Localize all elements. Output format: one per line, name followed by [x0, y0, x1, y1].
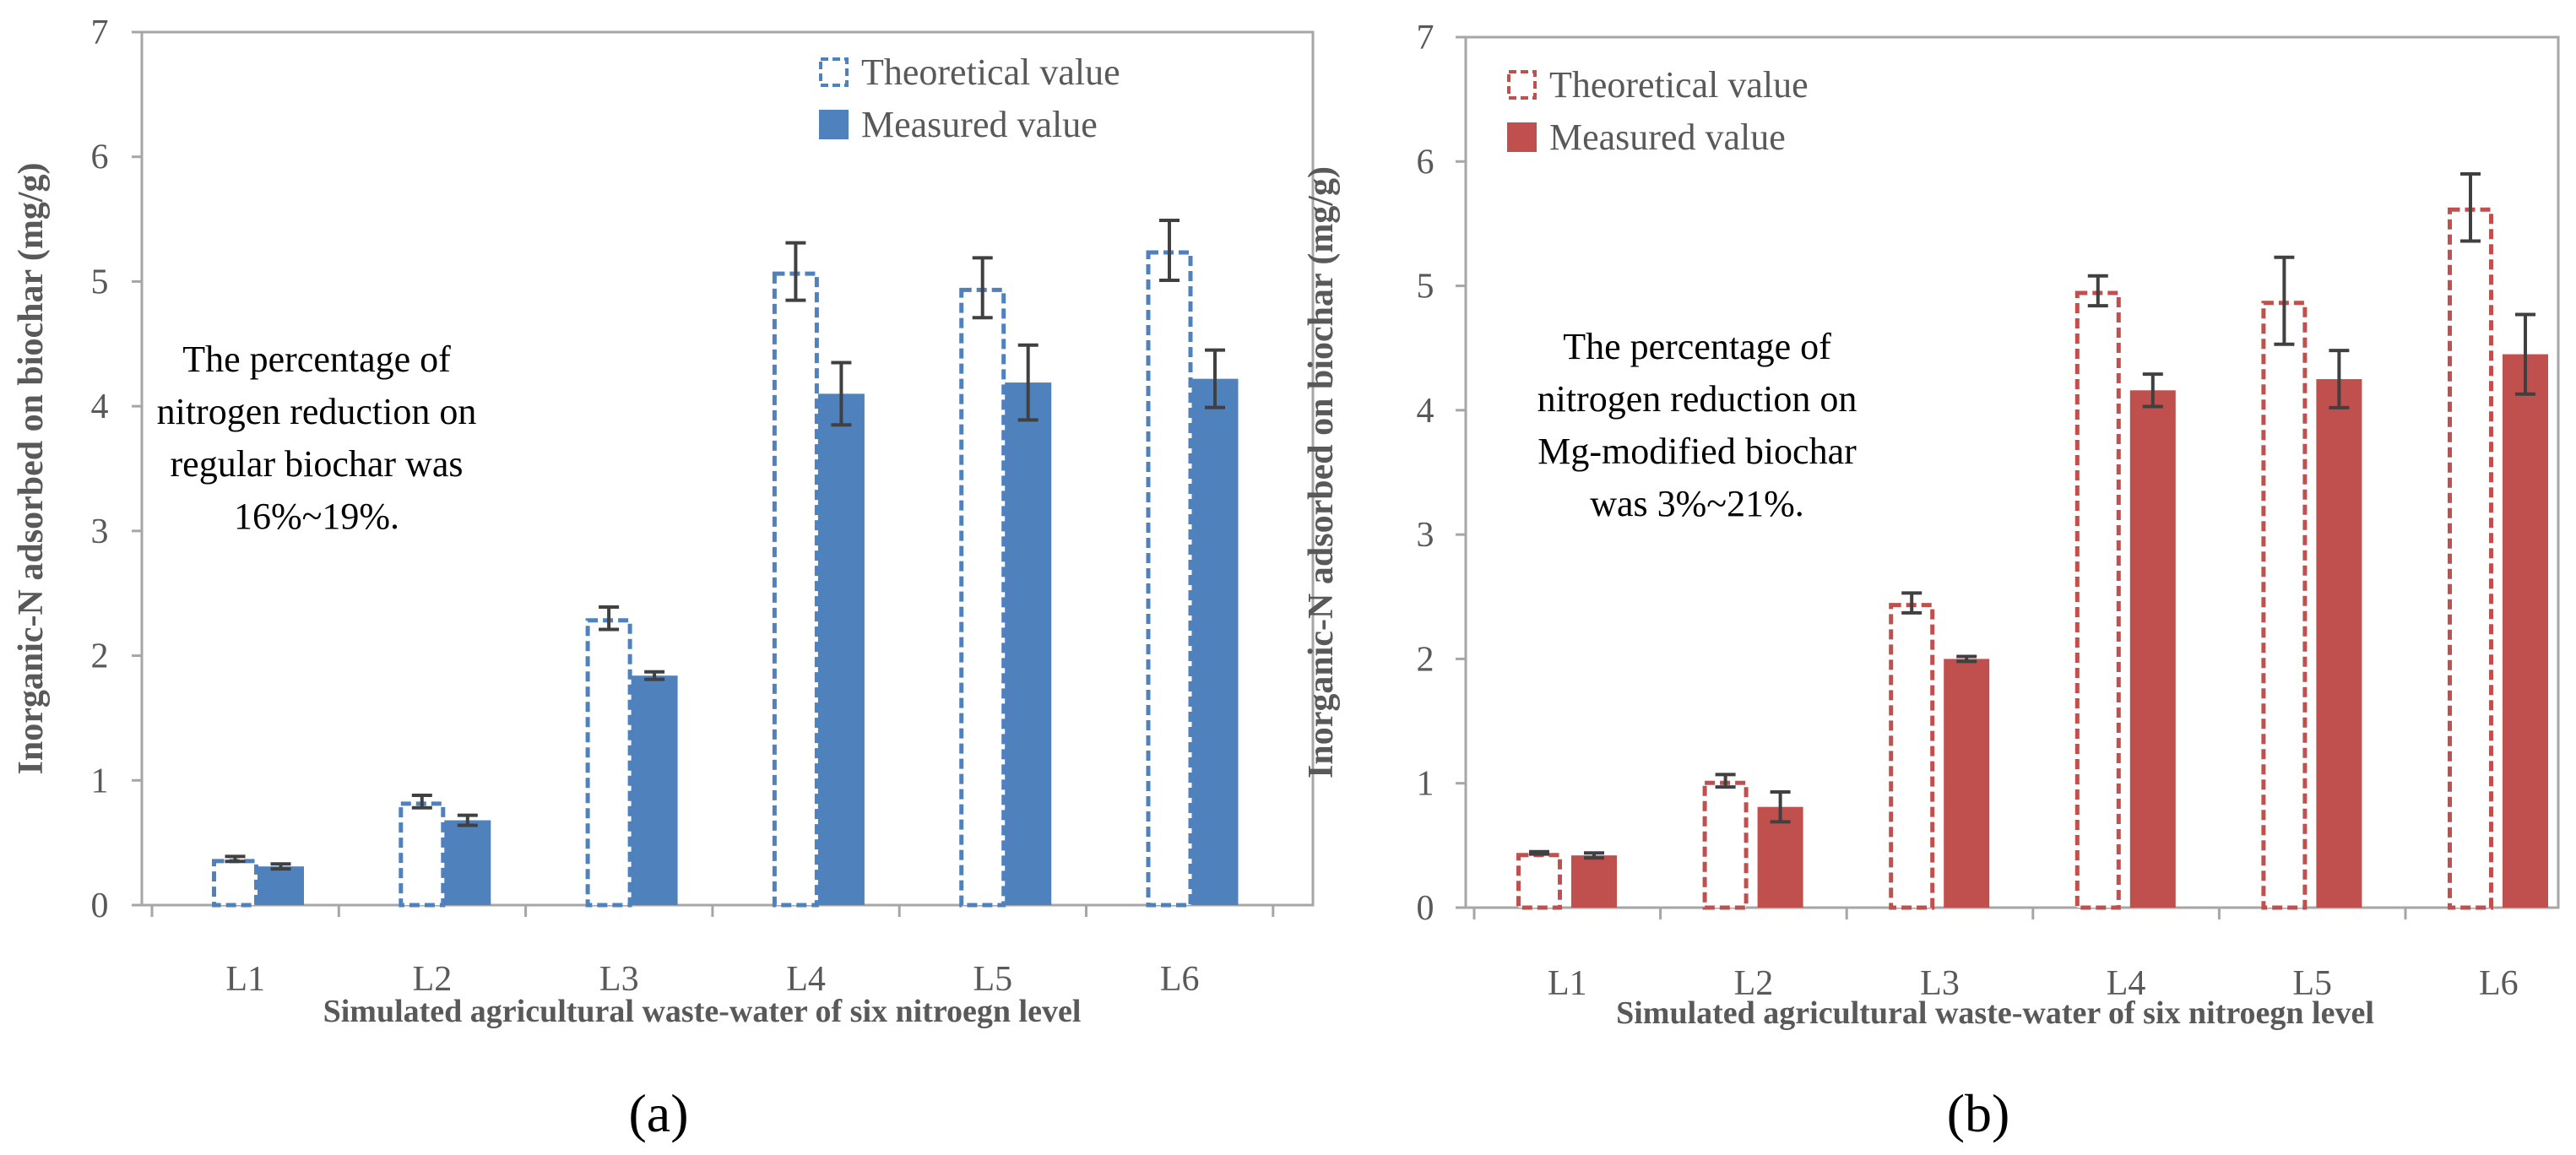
- x-tick-label: L5: [2292, 964, 2332, 1003]
- bar-theoretical-L4: [772, 271, 819, 908]
- chart-panel-a: 0 1 2 3 4 5 6 7 L1 L2 L3 L4 L5 L6 Theoretical value Mea…: [12, 14, 1315, 1143]
- x-tick-label: L3: [1920, 964, 1960, 1003]
- y-axis-title: Inorganic-N adsorbed on biochar (mg/g): [1302, 166, 1341, 778]
- y-tick-label: 4: [91, 388, 109, 426]
- annotation-line: The percentage of: [1563, 326, 1831, 367]
- legend-swatch-theoretical: [819, 57, 849, 87]
- bar-measured-L6: [1191, 378, 1239, 905]
- y-tick-label: 7: [91, 14, 109, 52]
- legend-label: Measured value: [861, 104, 1098, 145]
- bar-theoretical-L3: [585, 618, 632, 908]
- y-tick-label: 1: [1417, 765, 1434, 804]
- legend-swatch-theoretical: [1507, 70, 1537, 100]
- bar-measured-L6: [2503, 354, 2548, 908]
- x-tick-label: L6: [2479, 964, 2519, 1003]
- y-tick-label: 6: [91, 138, 109, 177]
- x-tick-label: L1: [225, 960, 265, 999]
- bar-measured-L5: [2316, 379, 2362, 908]
- x-tick-label: L5: [973, 960, 1013, 999]
- chart-panel-b: 0 1 2 3 4 5 6 7 L1 L2 L3 L4 L5 L6 Theoretical value Mea…: [1302, 19, 2560, 1143]
- bar-theoretical-L4: [2074, 290, 2121, 910]
- bar-theoretical-L6: [2448, 207, 2493, 910]
- y-tick-label: 1: [91, 762, 109, 800]
- x-axis-title: Simulated agricultural waste-water of si…: [1616, 995, 2374, 1031]
- bar-measured-L2: [1757, 806, 1803, 908]
- x-tick-label: L2: [1734, 964, 1774, 1003]
- bar-measured-L4: [817, 393, 865, 905]
- x-tick-label: L3: [599, 960, 639, 999]
- annotation-line: Mg-modified biochar: [1537, 431, 1857, 472]
- x-tick-label: L4: [786, 960, 826, 999]
- bar-measured-L1: [1571, 855, 1617, 908]
- y-axis-title: Inorganic-N adsorbed on biochar (mg/g): [12, 163, 51, 775]
- annotation-line: nitrogen reduction on: [1537, 378, 1857, 420]
- legend-label: Measured value: [1549, 117, 1786, 158]
- legend: Theoretical value Measured value: [819, 52, 1120, 145]
- x-tick-label: L6: [1160, 960, 1200, 999]
- bar-measured-L2: [444, 820, 491, 905]
- bar-measured-L1: [258, 866, 304, 905]
- y-tick-label: 7: [1417, 19, 1434, 57]
- legend: Theoretical value Measured value: [1507, 64, 1809, 158]
- bar-theoretical-L5: [959, 287, 1006, 908]
- bar-theoretical-L2: [399, 801, 446, 908]
- bar-theoretical-L1: [212, 859, 258, 908]
- x-tick-label: L4: [2107, 964, 2146, 1003]
- bar-measured-L4: [2129, 390, 2176, 908]
- y-tick-label: 2: [91, 637, 109, 676]
- annotation-line: 16%~19%.: [234, 496, 399, 537]
- x-axis-title: Simulated agricultural waste-water of si…: [323, 994, 1082, 1029]
- bar-theoretical-L6: [1146, 250, 1193, 908]
- annotation-line: The percentage of: [182, 339, 451, 380]
- bar-theoretical-L2: [1702, 780, 1749, 910]
- y-tick-label: 4: [1417, 392, 1434, 431]
- y-tick-label: 2: [1417, 640, 1434, 679]
- y-tick-label: 6: [1417, 143, 1434, 182]
- annotation-line: was 3%~21%.: [1590, 483, 1804, 524]
- bar-measured-L5: [1005, 382, 1052, 905]
- legend-swatch-measured: [819, 110, 849, 139]
- bar-theoretical-L5: [2261, 301, 2308, 910]
- y-tick-label: 3: [91, 512, 109, 551]
- y-tick-label: 0: [91, 887, 109, 925]
- legend-swatch-measured: [1507, 122, 1537, 152]
- annotation-text: The percentage of nitrogen reduction on Mg…: [1537, 326, 1857, 524]
- legend-label: Theoretical value: [1549, 64, 1809, 106]
- y-tick-label: 5: [91, 263, 109, 301]
- y-tick-label: 5: [1417, 268, 1434, 306]
- x-tick-label: L2: [413, 960, 453, 999]
- plot-frame: [1464, 35, 2560, 909]
- bar-theoretical-L3: [1889, 603, 1935, 910]
- bar-theoretical-L1: [1516, 853, 1562, 910]
- annotation-line: regular biochar was: [171, 443, 464, 485]
- panel-label: (a): [628, 1083, 688, 1143]
- bar-measured-L3: [631, 675, 678, 905]
- x-tick-label: L1: [1548, 964, 1587, 1003]
- legend-label: Theoretical value: [861, 52, 1120, 93]
- panel-label: (b): [1947, 1083, 2010, 1143]
- y-tick-label: 3: [1417, 516, 1434, 555]
- y-tick-label: 0: [1417, 889, 1434, 928]
- bar-measured-L3: [1944, 659, 1990, 908]
- annotation-text: The percentage of nitrogen reduction on re…: [157, 339, 477, 537]
- annotation-line: nitrogen reduction on: [157, 391, 477, 432]
